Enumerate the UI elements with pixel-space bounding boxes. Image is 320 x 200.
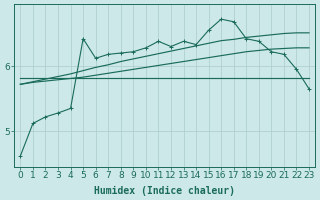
X-axis label: Humidex (Indice chaleur): Humidex (Indice chaleur) [94, 186, 235, 196]
